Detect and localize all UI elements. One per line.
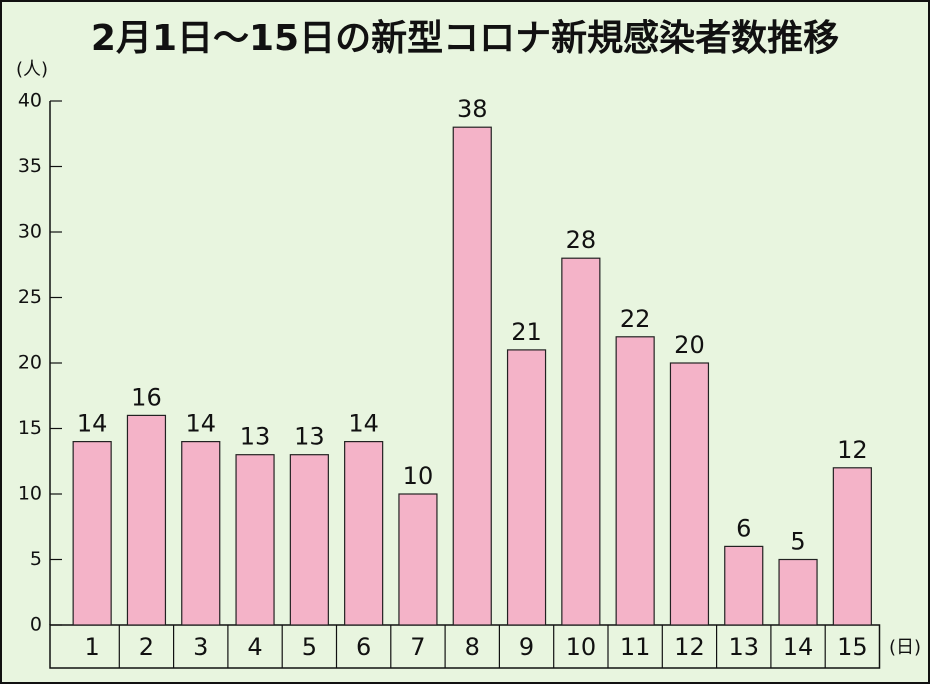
data-label: 16: [131, 383, 162, 411]
data-label: 13: [294, 423, 325, 451]
bar: [615, 336, 655, 626]
bar: [832, 467, 872, 626]
chart-title: 2月1日～15日の新型コロナ新規感染者数推移: [91, 18, 839, 59]
x-tick-label: 1: [85, 633, 100, 661]
data-label: 6: [736, 514, 751, 542]
bar: [398, 493, 438, 626]
y-tick-label: 25: [18, 286, 42, 308]
y-tick-label: 0: [30, 614, 42, 636]
y-tick-label: 20: [18, 352, 42, 374]
data-label: 5: [790, 528, 805, 556]
data-label: 14: [77, 410, 108, 438]
data-label: 28: [566, 226, 597, 254]
x-tick-label: 13: [728, 633, 759, 661]
bar: [561, 257, 601, 626]
bar: [181, 441, 221, 626]
x-tick-label: 5: [302, 633, 317, 661]
y-tick-label: 30: [18, 221, 42, 243]
x-tick-label: 3: [193, 633, 208, 661]
y-tick-label: 15: [18, 417, 42, 439]
x-tick-label: 11: [620, 633, 651, 661]
data-label: 12: [837, 436, 868, 464]
x-tick-label: 15: [837, 633, 868, 661]
bar: [344, 441, 384, 626]
x-tick-label: 10: [566, 633, 597, 661]
x-tick-label: 2: [139, 633, 154, 661]
data-label: 21: [511, 318, 542, 346]
x-tick-label: 12: [674, 633, 705, 661]
data-label: 22: [620, 305, 651, 333]
bar: [72, 441, 112, 626]
bar: [289, 454, 329, 626]
bar: [126, 414, 167, 626]
y-tick-label: 40: [18, 90, 42, 112]
bar: [235, 454, 275, 626]
x-tick-label: 7: [410, 633, 425, 661]
bar: [506, 349, 547, 626]
data-label: 14: [185, 410, 216, 438]
data-label: 10: [403, 462, 434, 490]
y-tick-label: 5: [30, 548, 42, 570]
x-tick-label: 6: [356, 633, 371, 661]
bar: [724, 545, 764, 626]
data-label: 20: [674, 331, 705, 359]
data-label: 13: [240, 423, 271, 451]
x-tick-label: 14: [783, 633, 814, 661]
x-tick-label: 9: [519, 633, 534, 661]
bar: [778, 558, 818, 626]
bar: [452, 126, 492, 626]
x-tick-label: 4: [247, 633, 262, 661]
y-tick-label: 10: [18, 483, 42, 505]
y-axis-label: (人): [16, 59, 48, 80]
bar: [669, 362, 710, 626]
x-axis-label: (日): [889, 637, 921, 658]
y-tick-label: 35: [18, 155, 42, 177]
x-tick-label: 8: [465, 633, 480, 661]
data-label: 14: [348, 410, 379, 438]
data-label: 38: [457, 95, 488, 123]
